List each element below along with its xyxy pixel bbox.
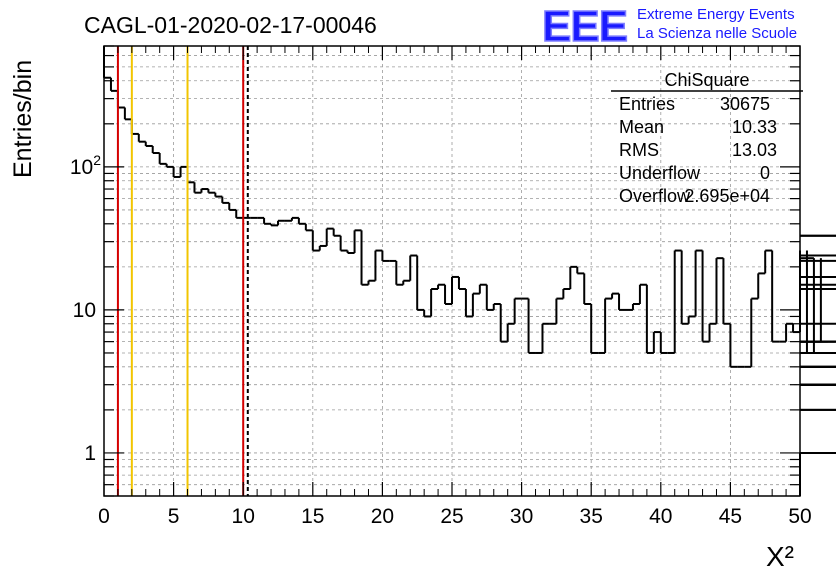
stats-underflow-label: Underflow (619, 163, 701, 183)
stats-rms-label: RMS (619, 140, 659, 160)
ticks-layer: 0 5 10 15 20 25 30 35 40 45 50 1 10 102 (70, 45, 812, 528)
stats-entries-label: Entries (619, 94, 675, 114)
stats-overflow-label: Overflow (619, 186, 691, 206)
plot-frame (103, 45, 801, 497)
stats-box: ChiSquare Entries 30675 Mean 10.33 RMS 1… (611, 70, 803, 206)
stats-entries-value: 30675 (720, 94, 770, 114)
x-tick-label: 50 (788, 505, 811, 528)
brand-line-1: Extreme Energy Events (637, 6, 795, 23)
x-tick-label: 0 (98, 505, 110, 528)
x-tick-label: 45 (719, 505, 742, 528)
x-tick-label: 10 (232, 505, 255, 528)
y-tick-label: 10 (73, 299, 96, 322)
x-tick-label: 5 (168, 505, 180, 528)
x-tick-label: 30 (510, 505, 533, 528)
brand-line-2: La Scienza nelle Scuole (637, 25, 797, 42)
stats-rms-value: 13.03 (732, 140, 777, 160)
x-axis-label: X² (766, 541, 794, 572)
stats-title: ChiSquare (664, 70, 749, 90)
eee-logo: EEE (542, 2, 627, 51)
stats-mean-label: Mean (619, 117, 664, 137)
y-axis-label: Entries/bin (9, 60, 37, 178)
x-tick-label: 20 (371, 505, 394, 528)
stats-overflow-value: 2.695e+04 (684, 186, 770, 206)
x-tick-label: 35 (580, 505, 603, 528)
x-tick-label: 15 (301, 505, 324, 528)
y-tick-label: 102 (70, 152, 101, 179)
run-title: CAGL-01-2020-02-17-00046 (84, 12, 377, 38)
x-tick-label: 25 (440, 505, 463, 528)
stats-mean-value: 10.33 (732, 117, 777, 137)
y-tick-label: 1 (84, 442, 96, 465)
cut-lines-layer (116, 46, 249, 496)
stats-underflow-value: 0 (760, 163, 770, 183)
x-tick-label: 40 (649, 505, 672, 528)
